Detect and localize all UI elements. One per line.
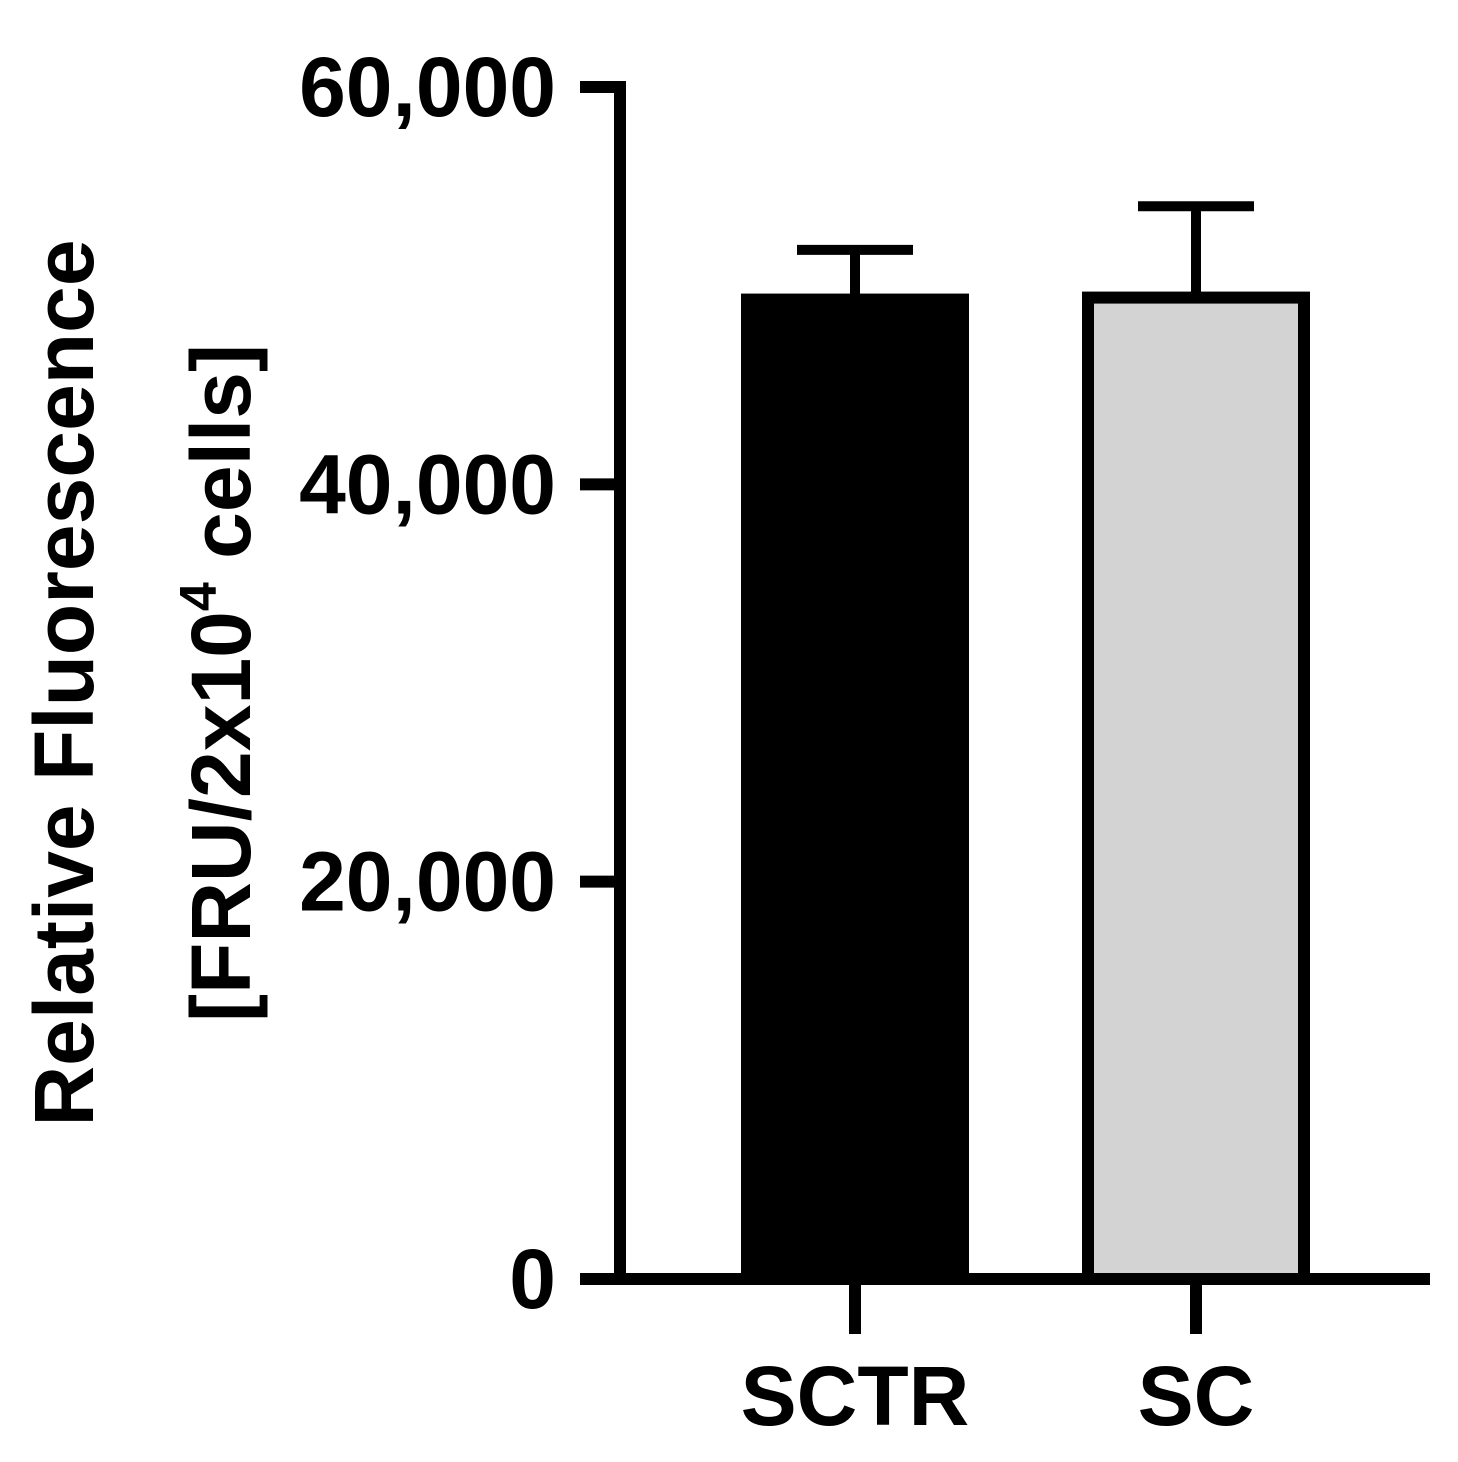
y-tick-label-20000: 20,000 xyxy=(299,835,556,929)
y-ticks: 0 20,000 40,000 60,000 xyxy=(299,40,626,1326)
y-tick-label-0: 0 xyxy=(509,1232,556,1326)
y-axis-title: Relative Fluorescence [FRU/2x104 cells] xyxy=(17,239,268,1126)
bars xyxy=(741,291,1310,1286)
x-tick-label-sc: SC xyxy=(1138,1349,1255,1443)
y-axis-title-prefix: [FRU/2x10 xyxy=(174,611,268,1022)
bar-sctr xyxy=(741,293,969,1286)
y-axis-title-line2: [FRU/2x104 cells] xyxy=(170,344,268,1022)
y-axis-title-suffix: cells] xyxy=(174,344,268,582)
axes xyxy=(580,81,1430,1285)
x-ticks: SCTR SC xyxy=(741,1279,1255,1443)
error-bars xyxy=(797,201,1254,300)
bar-sc xyxy=(1082,291,1310,1285)
y-axis-title-line1: Relative Fluorescence xyxy=(17,239,111,1126)
x-tick-label-sctr: SCTR xyxy=(741,1349,970,1443)
y-tick-label-60000: 60,000 xyxy=(299,40,556,134)
y-tick-label-40000: 40,000 xyxy=(299,437,556,531)
y-axis-title-superscript: 4 xyxy=(170,582,228,611)
